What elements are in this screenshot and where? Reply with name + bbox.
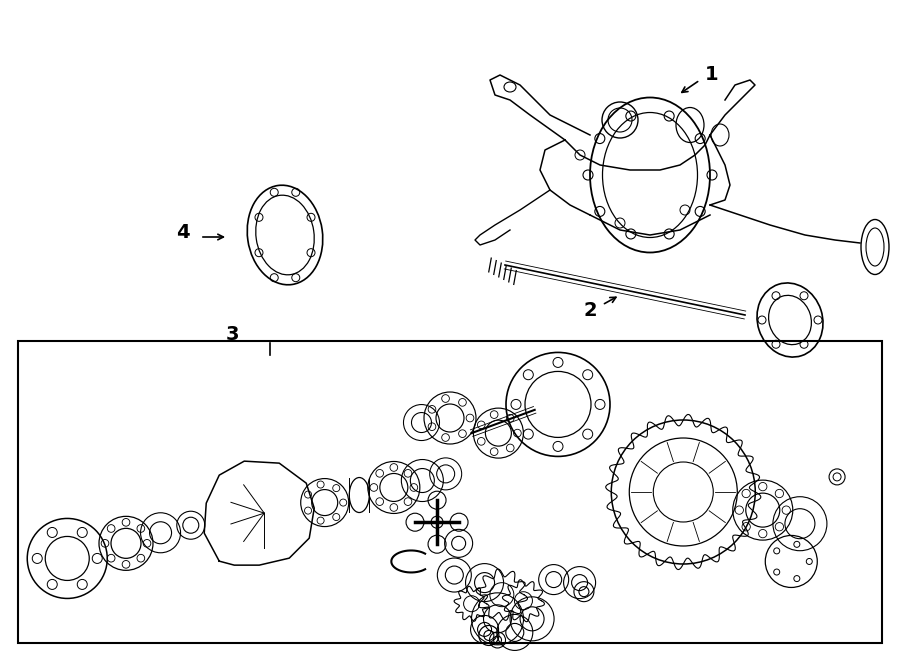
Bar: [18, 341, 882, 643]
Text: 2: 2: [583, 301, 597, 319]
Text: 1: 1: [706, 65, 719, 85]
Text: 3: 3: [225, 325, 238, 344]
Text: 4: 4: [176, 223, 190, 241]
